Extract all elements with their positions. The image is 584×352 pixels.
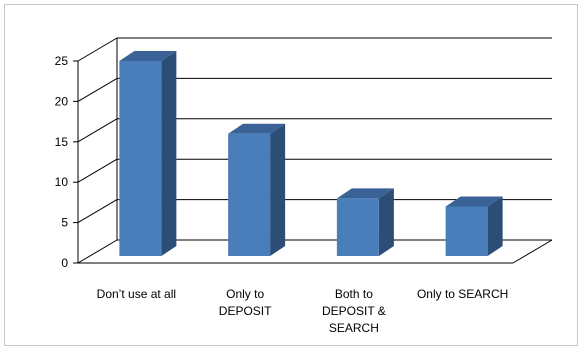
- gridline-side: [77, 37, 118, 62]
- chart-frame: [4, 4, 578, 346]
- y-tick-label: 0: [61, 256, 68, 270]
- bar-front: [445, 206, 488, 256]
- bars: [119, 51, 503, 256]
- x-category-label: Only to SEARCH: [417, 287, 508, 301]
- gridline-side: [77, 239, 118, 264]
- gridline-side: [77, 199, 118, 224]
- x-category-label: DEPOSIT &: [322, 304, 386, 318]
- bar-side: [270, 123, 286, 256]
- x-category-label: DEPOSIT: [219, 304, 272, 318]
- gridline-side: [77, 77, 118, 102]
- x-category-label: Don’t use at all: [97, 287, 176, 301]
- x-category-label: Both to: [335, 287, 373, 301]
- floor-right-edge: [512, 239, 553, 264]
- bar: [445, 196, 503, 256]
- bar-top: [445, 196, 503, 207]
- bar-front: [119, 61, 162, 256]
- x-category-label: SEARCH: [329, 321, 379, 335]
- y-tick-label: 5: [61, 216, 68, 230]
- bar: [336, 188, 394, 256]
- bar-top: [228, 123, 286, 134]
- bar: [228, 123, 286, 256]
- bar-top: [336, 188, 394, 199]
- bar-top: [119, 51, 177, 61]
- bar-front: [336, 198, 379, 256]
- bar-side: [161, 51, 177, 256]
- y-tick-label: 10: [55, 175, 69, 189]
- bar-side: [487, 196, 503, 256]
- gridline-side: [77, 118, 118, 143]
- bar-side: [378, 188, 394, 256]
- y-tick-label: 20: [55, 94, 69, 108]
- bar: [119, 51, 177, 256]
- y-tick-label: 15: [55, 135, 69, 149]
- gridline-side: [77, 158, 118, 183]
- y-tick-label: 25: [55, 54, 69, 68]
- x-category-label: Only to: [226, 287, 264, 301]
- bar-front: [228, 133, 271, 256]
